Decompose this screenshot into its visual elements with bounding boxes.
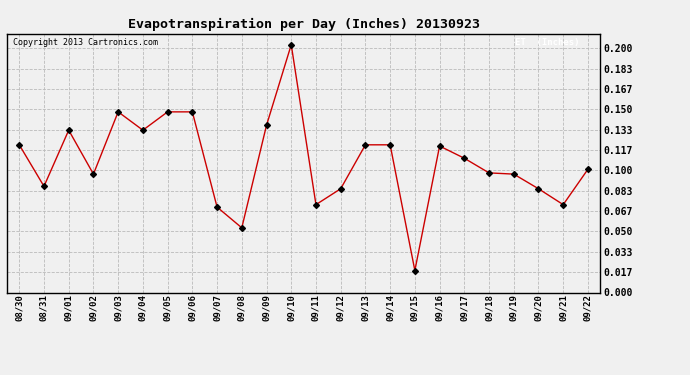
Text: Copyright 2013 Cartronics.com: Copyright 2013 Cartronics.com bbox=[13, 38, 158, 46]
Title: Evapotranspiration per Day (Inches) 20130923: Evapotranspiration per Day (Inches) 2013… bbox=[128, 18, 480, 31]
